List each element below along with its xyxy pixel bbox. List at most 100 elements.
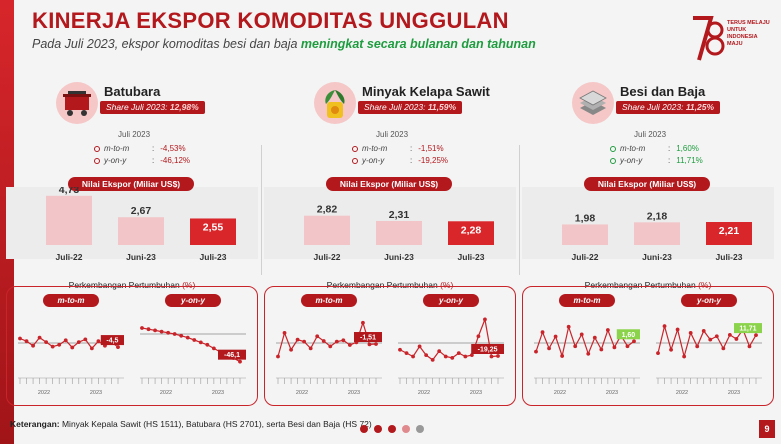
growth-point — [669, 347, 673, 352]
export-bar-chart: 1,98 Juli-22 2,18 Juni-23 2,21 Juli-23 — [562, 210, 752, 262]
last-value-label: 1,60 — [622, 332, 636, 339]
growth-point — [50, 344, 55, 349]
last-value-badge — [734, 323, 762, 334]
growth-point — [238, 359, 242, 364]
indicator-row-yoy: y-on-y:11,71% — [610, 156, 703, 165]
bar-value-label: 2,28 — [461, 224, 482, 236]
last-value-label: 11,71 — [739, 326, 756, 333]
growth-point — [496, 354, 500, 358]
mini-chart-mtm: m-to-m -1,51 2022 2023 — [272, 294, 386, 402]
panel-divider — [519, 145, 520, 275]
indicator-label: m-to-m — [620, 144, 646, 153]
subtitle-highlight: meningkat secara bulanan dan tahunan — [300, 37, 536, 51]
indicator-label: m-to-m — [362, 144, 388, 153]
indicator-value: -19,25% — [418, 156, 449, 165]
growth-point — [76, 340, 81, 344]
share-badge: Share Juli 2023: 11,25% — [616, 101, 721, 114]
last-value-label: -19,25 — [478, 346, 498, 353]
growth-point — [437, 349, 442, 353]
indicator-dot-icon — [94, 145, 100, 152]
growth-point — [116, 345, 120, 349]
growth-point — [282, 330, 287, 335]
growth-point — [688, 330, 693, 335]
bar-Juli-23 — [706, 222, 752, 245]
growth-title-text: Perkembangan Pertumbuhan — [584, 280, 696, 290]
bar-Juli-23 — [448, 221, 494, 245]
growth-title-text: Perkembangan Pertumbuhan — [326, 280, 438, 290]
year-label: 2022 — [160, 390, 172, 396]
growth-point — [289, 347, 293, 352]
slide-dots — [360, 425, 424, 433]
last-value-badge — [218, 349, 246, 360]
growth-point — [308, 346, 313, 351]
growth-point — [18, 336, 22, 341]
growth-line-chart: -1,51 2022 2023 — [276, 320, 382, 396]
bar-value-label: 2,21 — [719, 225, 740, 237]
indicator-separator: : — [410, 156, 413, 165]
growth-point — [695, 344, 700, 349]
commodity-panel-batubara: Batubara Share Juli 2023: 12,98% Juli 2023… — [6, 70, 258, 410]
growth-point — [566, 324, 571, 329]
share-value: 12,98% — [169, 102, 199, 112]
mini-chart-yoy: y-on-y -46,1 2022 2023 — [136, 294, 250, 402]
bar-category-label: Juli-23 — [458, 252, 485, 262]
growth-point — [166, 330, 171, 335]
growth-point — [605, 328, 610, 332]
growth-point — [179, 333, 184, 338]
growth-point — [547, 346, 551, 351]
share-value: 11,25% — [685, 102, 715, 112]
bar-category-label: Juni-23 — [642, 252, 672, 262]
growth-title: Perkembangan Pertumbuhan (%) — [264, 280, 516, 290]
growth-title: Perkembangan Pertumbuhan (%) — [6, 280, 258, 290]
bar-category-label: Juli-22 — [56, 252, 83, 262]
mini-chart-mtm: m-to-m -4,5 2022 2023 — [14, 294, 128, 402]
growth-point — [334, 339, 339, 344]
growth-point — [328, 344, 333, 349]
year-label: 2022 — [676, 390, 688, 396]
mini-chart-label: y-on-y — [681, 294, 737, 307]
indicator-value: 1,60% — [676, 144, 699, 153]
growth-point — [612, 345, 617, 350]
indicator-row-mtm: m-to-m:1,60% — [610, 144, 699, 153]
slide-dot — [360, 425, 368, 433]
growth-point — [315, 334, 320, 339]
share-label: Share Juli 2023: — [106, 102, 168, 112]
growth-point — [321, 339, 326, 343]
palm-oil-icon — [325, 90, 345, 118]
growth-frame — [264, 286, 516, 406]
growth-point — [656, 351, 660, 356]
share-label: Share Juli 2023: — [364, 102, 426, 112]
growth-point — [302, 339, 307, 344]
growth-point — [553, 334, 558, 339]
year-label: 2023 — [212, 390, 224, 396]
growth-point — [675, 327, 680, 332]
indicator-separator: : — [410, 144, 413, 153]
bar-category-label: Juli-23 — [716, 252, 743, 262]
bar-value-label: 2,55 — [203, 221, 224, 233]
growth-point — [573, 344, 578, 349]
bar-value-label: 2,67 — [131, 205, 152, 217]
growth-point — [747, 344, 752, 349]
last-value-label: -4,5 — [106, 338, 118, 345]
indicator-separator: : — [668, 156, 671, 165]
export-bar-chart: 2,82 Juli-22 2,31 Juni-23 2,28 Juli-23 — [304, 204, 494, 262]
commodity-icon-wrap — [56, 82, 98, 124]
year-label: 2023 — [728, 390, 740, 396]
growth-unit: (%) — [182, 280, 196, 290]
indicator-value: -46,12% — [160, 156, 191, 165]
mini-chart-label: m-to-m — [301, 294, 357, 307]
growth-point — [374, 342, 378, 346]
logo-text: TERUS MELAJU UNTUK INDONESIA MAJU — [727, 20, 770, 47]
indicator-row-mtm: m-to-m: -1,51% — [352, 144, 444, 153]
growth-point — [714, 334, 719, 339]
mini-chart-yoy: y-on-y 11,71 2022 2023 — [652, 294, 766, 402]
growth-point — [586, 351, 591, 356]
growth-point — [96, 339, 101, 344]
nilai-ekspor-label: Nilai Ekspor (Miliar US$) — [68, 177, 194, 191]
commodity-name: Besi dan Baja — [620, 84, 706, 99]
growth-point — [198, 340, 203, 345]
growth-point — [417, 344, 422, 349]
growth-point — [172, 332, 177, 336]
growth-point — [24, 339, 29, 344]
growth-point — [463, 354, 468, 359]
